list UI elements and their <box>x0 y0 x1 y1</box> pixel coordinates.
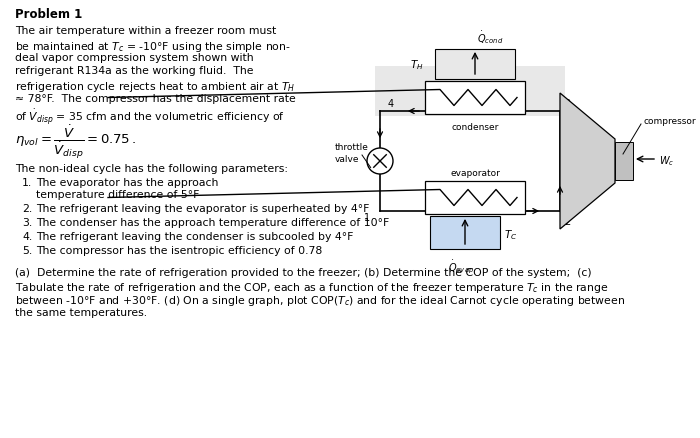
Polygon shape <box>430 216 500 249</box>
Circle shape <box>367 148 393 175</box>
Text: Tabulate the rate of refrigeration and the COP, each as a function of the freeze: Tabulate the rate of refrigeration and t… <box>15 280 608 294</box>
Polygon shape <box>425 182 525 215</box>
Text: $\eta_{vol} = \dfrac{\dot{V}}{\dot{V}_{disp}} = 0.75\,.$: $\eta_{vol} = \dfrac{\dot{V}}{\dot{V}_{d… <box>15 123 136 160</box>
Text: 3.: 3. <box>22 218 32 228</box>
Text: 5.: 5. <box>22 246 32 256</box>
Text: evaporator: evaporator <box>450 169 500 177</box>
Text: The refrigerant leaving the condenser is subcooled by 4°F: The refrigerant leaving the condenser is… <box>36 232 354 242</box>
Text: $T_H$: $T_H$ <box>410 58 424 72</box>
Text: of $\dot{V}_{disp}$ = 35 cfm and the volumetric efficiency of: of $\dot{V}_{disp}$ = 35 cfm and the vol… <box>15 107 285 127</box>
Text: The evaporator has the approach: The evaporator has the approach <box>36 177 218 187</box>
Text: temperature difference of 5°F: temperature difference of 5°F <box>36 190 199 200</box>
Text: 3: 3 <box>564 99 570 109</box>
Text: 1.: 1. <box>22 177 32 187</box>
Text: 4.: 4. <box>22 232 32 242</box>
Text: condenser: condenser <box>452 123 498 132</box>
Text: deal vapor compression system shown with: deal vapor compression system shown with <box>15 53 253 63</box>
Text: refrigeration cycle rejects heat to ambient air at $T_H$: refrigeration cycle rejects heat to ambi… <box>15 80 295 94</box>
Text: ≈ 78°F.  The compressor has the displacement rate: ≈ 78°F. The compressor has the displacem… <box>15 93 295 103</box>
Text: between -10°F and +30°F. (d) On a single graph, plot COP($T_c$) and for the idea: between -10°F and +30°F. (d) On a single… <box>15 294 625 308</box>
Text: $T_C$: $T_C$ <box>504 228 517 242</box>
Text: The non-ideal cycle has the following parameters:: The non-ideal cycle has the following pa… <box>15 163 288 173</box>
Text: be maintained at $T_c$ = -10°F using the simple non-: be maintained at $T_c$ = -10°F using the… <box>15 39 291 53</box>
Text: 2: 2 <box>564 216 570 226</box>
Text: refrigerant R134a as the working fluid.  The: refrigerant R134a as the working fluid. … <box>15 66 253 76</box>
Text: $\dot{Q}_{evap}$: $\dot{Q}_{evap}$ <box>448 258 474 275</box>
Text: 1: 1 <box>364 212 370 223</box>
Text: throttle: throttle <box>335 142 369 151</box>
Text: The condenser has the approach temperature difference of 10°F: The condenser has the approach temperatu… <box>36 218 389 228</box>
Text: The compressor has the isentropic efficiency of 0.78: The compressor has the isentropic effici… <box>36 246 322 256</box>
Text: (a)  Determine the rate of refrigeration provided to the freezer; (b) Determine : (a) Determine the rate of refrigeration … <box>15 267 592 277</box>
Text: 2.: 2. <box>22 204 32 214</box>
Polygon shape <box>435 50 515 80</box>
Text: valve: valve <box>335 154 360 163</box>
Text: $W_c$: $W_c$ <box>659 154 674 167</box>
Text: the same temperatures.: the same temperatures. <box>15 307 147 317</box>
Text: compressor: compressor <box>643 117 696 126</box>
Text: 4: 4 <box>388 99 394 109</box>
Text: $\dot{Q}_{cond}$: $\dot{Q}_{cond}$ <box>477 29 503 46</box>
Polygon shape <box>615 143 633 180</box>
Polygon shape <box>560 94 615 230</box>
Text: The air temperature within a freezer room must: The air temperature within a freezer roo… <box>15 26 276 36</box>
Polygon shape <box>425 82 525 115</box>
Text: Problem 1: Problem 1 <box>15 8 83 21</box>
Text: The refrigerant leaving the evaporator is superheated by 4°F: The refrigerant leaving the evaporator i… <box>36 204 370 214</box>
Polygon shape <box>375 67 565 117</box>
